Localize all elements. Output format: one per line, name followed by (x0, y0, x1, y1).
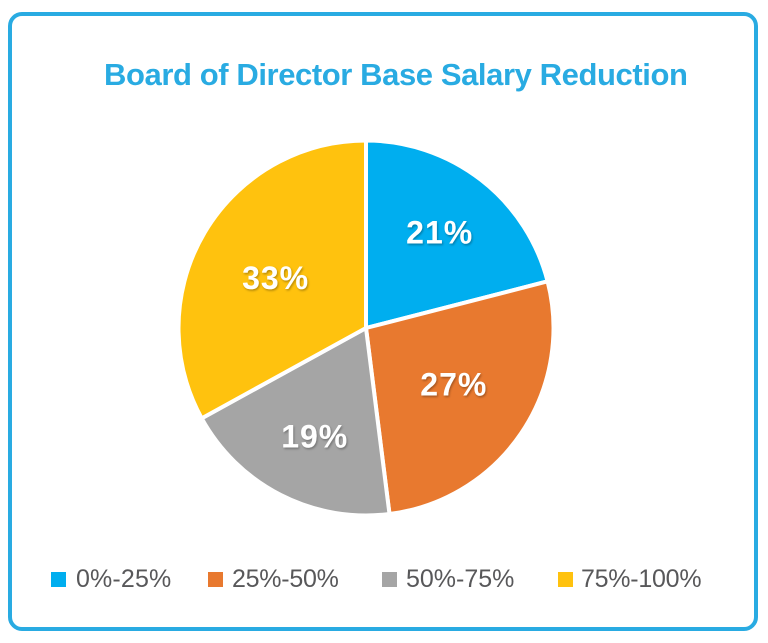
svg-text:27%: 27% (420, 367, 487, 403)
svg-text:19%: 19% (281, 419, 348, 455)
svg-text:21%: 21% (406, 215, 473, 251)
svg-text:33%: 33% (242, 260, 309, 296)
